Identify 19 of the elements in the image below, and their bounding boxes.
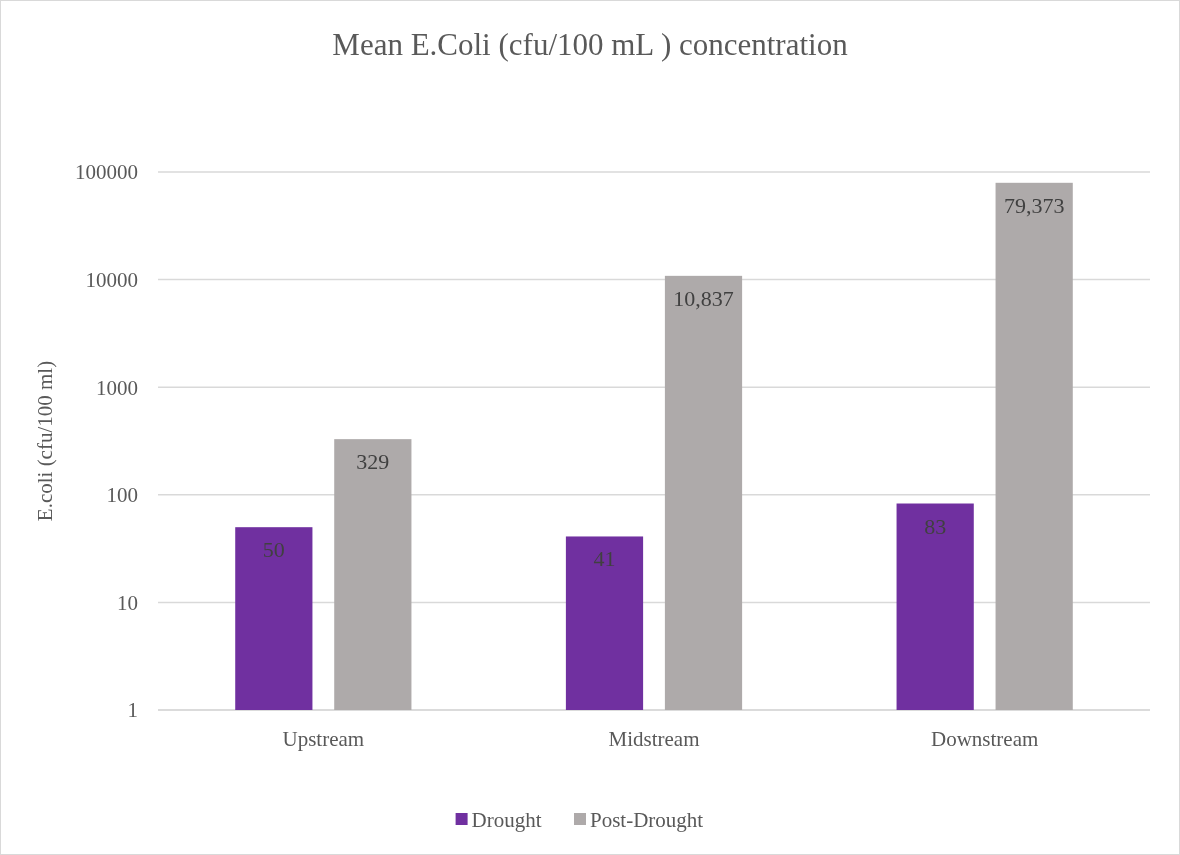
data-label: 83 bbox=[924, 513, 947, 539]
data-label: 50 bbox=[262, 537, 285, 563]
y-tick-label: 100000 bbox=[75, 160, 138, 185]
data-label: 10,837 bbox=[673, 285, 734, 311]
y-tick-label: 10 bbox=[117, 590, 138, 615]
x-tick-label: Downstream bbox=[931, 727, 1039, 751]
x-tick-label: Upstream bbox=[282, 727, 365, 751]
y-axis-title: E.coli (cfu/100 ml) bbox=[33, 360, 57, 522]
legend-label: Drought bbox=[471, 808, 542, 833]
data-label: 329 bbox=[356, 449, 390, 475]
y-tick-label: 1 bbox=[127, 698, 138, 723]
y-tick-label: 10000 bbox=[85, 267, 138, 292]
data-label: 79,373 bbox=[1003, 192, 1065, 218]
x-tick-label: Midstream bbox=[608, 727, 700, 751]
y-tick-label: 100 bbox=[106, 483, 138, 508]
data-label: 41 bbox=[593, 546, 616, 572]
y-tick-label: 1000 bbox=[96, 375, 138, 400]
chart-title: Mean E.Coli (cfu/100 mL ) concentration bbox=[332, 27, 849, 62]
legend-label: Post-Drought bbox=[590, 808, 704, 833]
